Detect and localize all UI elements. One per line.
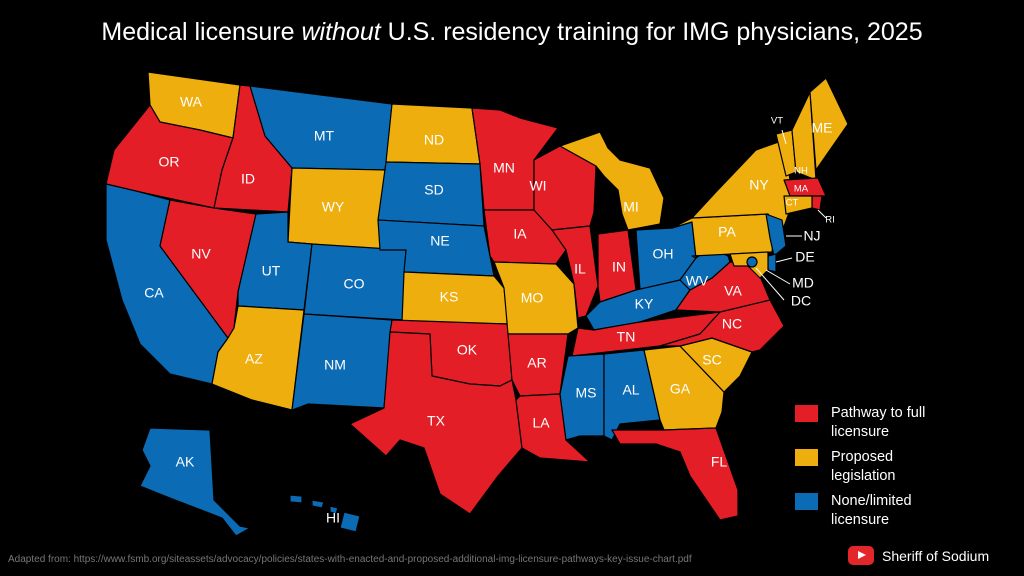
state-label-ca: CA xyxy=(144,285,164,301)
state-callout-lines xyxy=(755,129,827,301)
state-label-sc: SC xyxy=(702,352,721,368)
state-label-fl: FL xyxy=(711,454,728,470)
state-nv xyxy=(159,199,257,339)
state-label-ct: CT xyxy=(786,198,799,209)
state-ak xyxy=(139,427,251,537)
state-label-il: IL xyxy=(574,261,586,277)
state-label-ms: MS xyxy=(576,385,597,401)
state-label-wv: WV xyxy=(686,273,709,289)
state-label-sd: SD xyxy=(424,182,443,198)
state-label-me: ME xyxy=(812,120,833,136)
state-label-de: DE xyxy=(795,249,814,265)
state-mi xyxy=(559,131,665,231)
state-label-wy: WY xyxy=(322,199,345,215)
state-label-wi: WI xyxy=(529,178,546,194)
title-part-1: Medical licensure xyxy=(101,18,302,46)
state-label-nd: ND xyxy=(424,132,444,148)
state-label-ar: AR xyxy=(527,355,546,371)
state-label-ks: KS xyxy=(440,289,459,305)
state-label-mo: MO xyxy=(521,290,544,306)
state-label-la: LA xyxy=(532,415,550,431)
state-label-al: AL xyxy=(622,382,639,398)
title-part-2: U.S. residency training for IMG physicia… xyxy=(380,18,923,46)
state-label-nc: NC xyxy=(722,316,742,332)
source-note: Adapted from: https://www.fsmb.org/sitea… xyxy=(8,554,692,565)
map-legend: Pathway to full licensure Proposed legisl… xyxy=(795,404,1005,536)
state-nc xyxy=(659,299,785,353)
state-label-mi: MI xyxy=(623,199,639,215)
state-label-ri: RI xyxy=(825,215,835,226)
state-mo xyxy=(493,261,579,335)
state-label-ga: GA xyxy=(670,381,691,397)
channel-brand: Sheriff of Sodium xyxy=(848,546,989,565)
state-label-id: ID xyxy=(241,171,255,187)
legend-label-none: None/limited licensure xyxy=(831,493,912,528)
state-label-mt: MT xyxy=(314,128,335,144)
legend-label-pathway: Pathway to full licensure xyxy=(831,405,926,440)
state-label-ut: UT xyxy=(262,263,281,279)
map-title: Medical licensure without U.S. residency… xyxy=(0,18,1024,47)
state-label-in: IN xyxy=(612,259,626,275)
state-label-ma: MA xyxy=(794,184,809,195)
state-label-nh: NH xyxy=(794,166,808,177)
state-label-tx: TX xyxy=(427,413,446,429)
state-tx xyxy=(349,331,523,515)
state-nj xyxy=(765,213,787,257)
state-label-vt: VT xyxy=(771,116,783,127)
legend-swatch-proposed xyxy=(795,449,818,466)
state-label-va: VA xyxy=(724,283,742,299)
title-emphasis: without xyxy=(301,18,381,46)
state-label-ok: OK xyxy=(457,342,478,358)
legend-swatch-pathway xyxy=(795,405,818,422)
state-label-ak: AK xyxy=(176,454,195,470)
state-label-ky: KY xyxy=(635,296,654,312)
state-il xyxy=(551,225,599,319)
state-dc xyxy=(746,256,758,268)
state-de xyxy=(767,253,777,273)
state-nm xyxy=(291,313,393,411)
legend-item-proposed: Proposed legislation xyxy=(795,448,1005,486)
state-ri xyxy=(811,195,823,211)
state-label-pa: PA xyxy=(718,224,736,240)
state-me xyxy=(809,77,849,171)
state-fl xyxy=(611,427,739,521)
state-label-hi: HI xyxy=(326,510,340,526)
state-label-tn: TN xyxy=(617,329,636,345)
state-hi xyxy=(289,494,361,533)
state-ct xyxy=(783,195,813,215)
state-label-wa: WA xyxy=(180,94,203,110)
state-ma xyxy=(783,177,827,197)
channel-name: Sheriff of Sodium xyxy=(882,547,990,564)
state-label-dc: DC xyxy=(791,293,811,309)
state-wv xyxy=(679,247,731,291)
state-label-ia: IA xyxy=(513,226,527,242)
legend-item-pathway: Pathway to full licensure xyxy=(795,404,1005,442)
state-label-oh: OH xyxy=(653,246,674,262)
state-label-ny: NY xyxy=(749,177,769,193)
legend-label-proposed: Proposed legislation xyxy=(831,449,896,484)
state-label-mn: MN xyxy=(493,160,515,176)
state-label-ne: NE xyxy=(430,233,449,249)
youtube-icon xyxy=(848,546,874,565)
state-label-nj: NJ xyxy=(803,228,820,244)
legend-swatch-none xyxy=(795,493,818,510)
state-label-az: AZ xyxy=(245,351,263,367)
state-label-co: CO xyxy=(344,276,365,292)
state-label-nm: NM xyxy=(324,357,346,373)
state-label-md: MD xyxy=(792,275,814,291)
state-label-or: OR xyxy=(159,154,180,170)
legend-item-none: None/limited licensure xyxy=(795,492,1005,530)
state-label-nv: NV xyxy=(191,246,211,262)
